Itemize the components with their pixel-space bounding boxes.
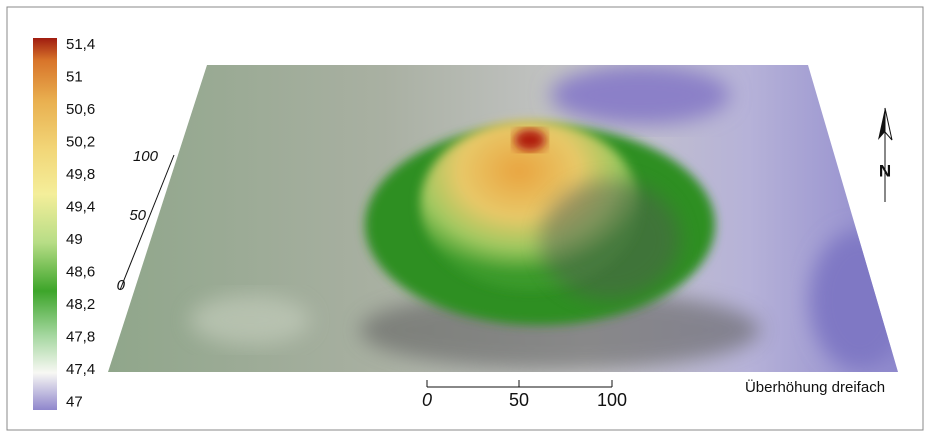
bottom-scale-label: 100	[597, 390, 627, 410]
legend-label: 47,8	[66, 328, 95, 345]
legend-label: 49	[66, 231, 83, 248]
legend: 51,4 51 50,6 50,2 49,8 49,4 49 48,6 48,2 47,8 47,4…	[66, 36, 95, 411]
legend-label: 47,4	[66, 361, 95, 378]
side-scale-label: 0	[117, 277, 126, 294]
bottom-scale-label: 50	[509, 390, 529, 410]
terrain	[100, 60, 910, 380]
legend-label: 50,6	[66, 101, 95, 118]
north-arrow	[878, 108, 892, 202]
legend-label: 51,4	[66, 36, 95, 53]
note: Überhöhung dreifach	[745, 378, 885, 396]
legend-label: 51	[66, 68, 83, 85]
legend-label: 48,2	[66, 296, 95, 313]
bottom-scale-label: 0	[422, 390, 432, 410]
legend-label: 49,4	[66, 198, 95, 215]
legend-label: 50,2	[66, 133, 95, 150]
north-label: N	[879, 161, 891, 180]
color-bar	[33, 38, 57, 410]
legend-label: 49,8	[66, 166, 95, 183]
bottom-scale	[427, 380, 612, 387]
side-scale-label: 100	[133, 148, 159, 165]
legend-label: 48,6	[66, 263, 95, 280]
figure: 51,4 51 50,6 50,2 49,8 49,4 49 48,6 48,2 47,8 47,4…	[0, 0, 930, 437]
side-scale-label: 50	[129, 207, 146, 224]
legend-label: 47	[66, 393, 83, 410]
